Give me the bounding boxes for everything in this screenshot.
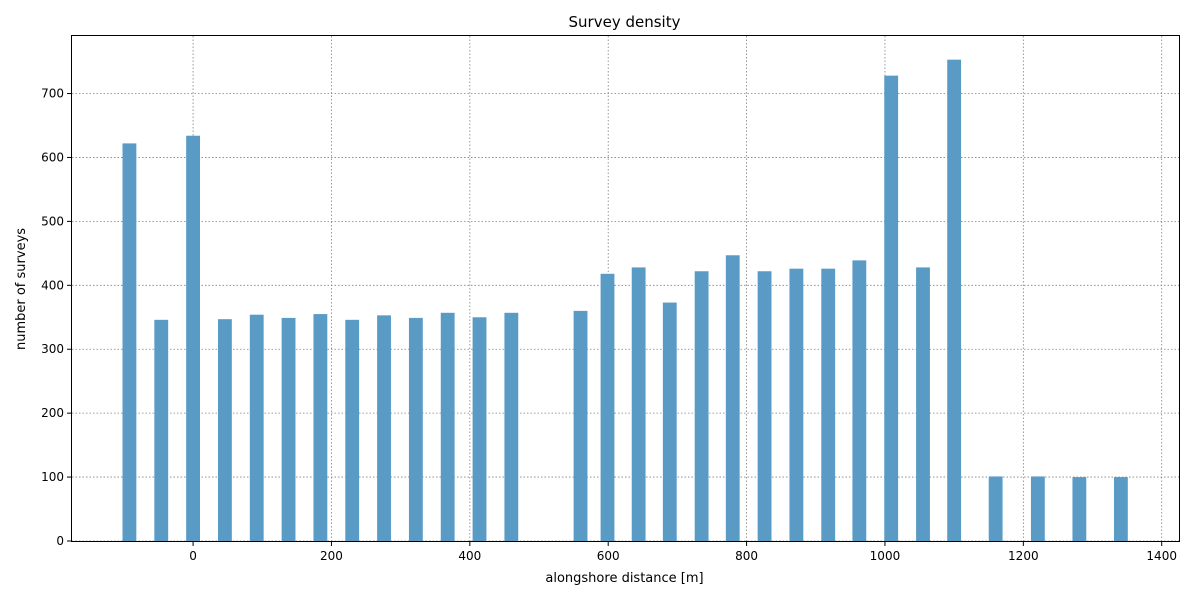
bar bbox=[186, 135, 200, 542]
y-tick-label: 0 bbox=[56, 534, 64, 548]
bar bbox=[600, 273, 615, 541]
y-tick-label: 600 bbox=[41, 150, 64, 164]
bar bbox=[573, 310, 588, 541]
x-tick-label: 200 bbox=[320, 549, 343, 563]
bars bbox=[122, 59, 1128, 542]
bar bbox=[884, 75, 899, 542]
x-axis-ticks: 0 200 400 600 800 1000 1200 1400 bbox=[189, 541, 1177, 563]
bar bbox=[154, 319, 169, 541]
x-tick-label: 800 bbox=[735, 549, 758, 563]
bar bbox=[916, 267, 930, 541]
y-axis-ticks: 0 100 200 300 400 500 600 700 bbox=[41, 87, 72, 548]
bar bbox=[345, 319, 360, 541]
y-tick-label: 500 bbox=[41, 214, 64, 228]
bar bbox=[249, 314, 264, 541]
bar bbox=[947, 59, 962, 542]
bar bbox=[217, 319, 232, 541]
bar bbox=[377, 315, 391, 541]
y-tick-label: 100 bbox=[41, 470, 64, 484]
bar bbox=[408, 317, 423, 541]
chart-title: Survey density bbox=[569, 13, 681, 31]
bar bbox=[725, 255, 740, 541]
y-tick-label: 700 bbox=[41, 87, 64, 101]
bar bbox=[852, 260, 867, 541]
bar bbox=[821, 268, 836, 541]
plot-frame bbox=[71, 35, 1180, 542]
x-tick-label: 1400 bbox=[1146, 549, 1177, 563]
bar bbox=[757, 271, 772, 541]
bar bbox=[988, 476, 1003, 541]
bar bbox=[504, 312, 519, 541]
grid-lines bbox=[72, 36, 1179, 542]
y-tick-label: 300 bbox=[41, 342, 64, 356]
x-tick-label: 1200 bbox=[1008, 549, 1039, 563]
bar bbox=[662, 302, 677, 541]
x-tick-label: 600 bbox=[597, 549, 620, 563]
x-tick-label: 1000 bbox=[870, 549, 901, 563]
bar bbox=[631, 267, 646, 541]
bar bbox=[1030, 476, 1045, 541]
y-axis-label: number of surveys bbox=[14, 228, 29, 350]
bar bbox=[440, 312, 455, 541]
x-tick-label: 0 bbox=[189, 549, 197, 563]
bar bbox=[122, 143, 137, 542]
bar bbox=[1113, 477, 1128, 541]
bar bbox=[313, 314, 328, 541]
y-tick-label: 200 bbox=[41, 406, 64, 420]
bar bbox=[694, 271, 709, 541]
x-axis-label: alongshore distance [m] bbox=[545, 571, 703, 586]
x-tick-label: 400 bbox=[458, 549, 481, 563]
bar bbox=[281, 317, 296, 541]
bar bbox=[1072, 477, 1087, 541]
y-tick-label: 400 bbox=[41, 278, 64, 292]
bar bbox=[789, 268, 804, 541]
bar bbox=[472, 317, 487, 541]
